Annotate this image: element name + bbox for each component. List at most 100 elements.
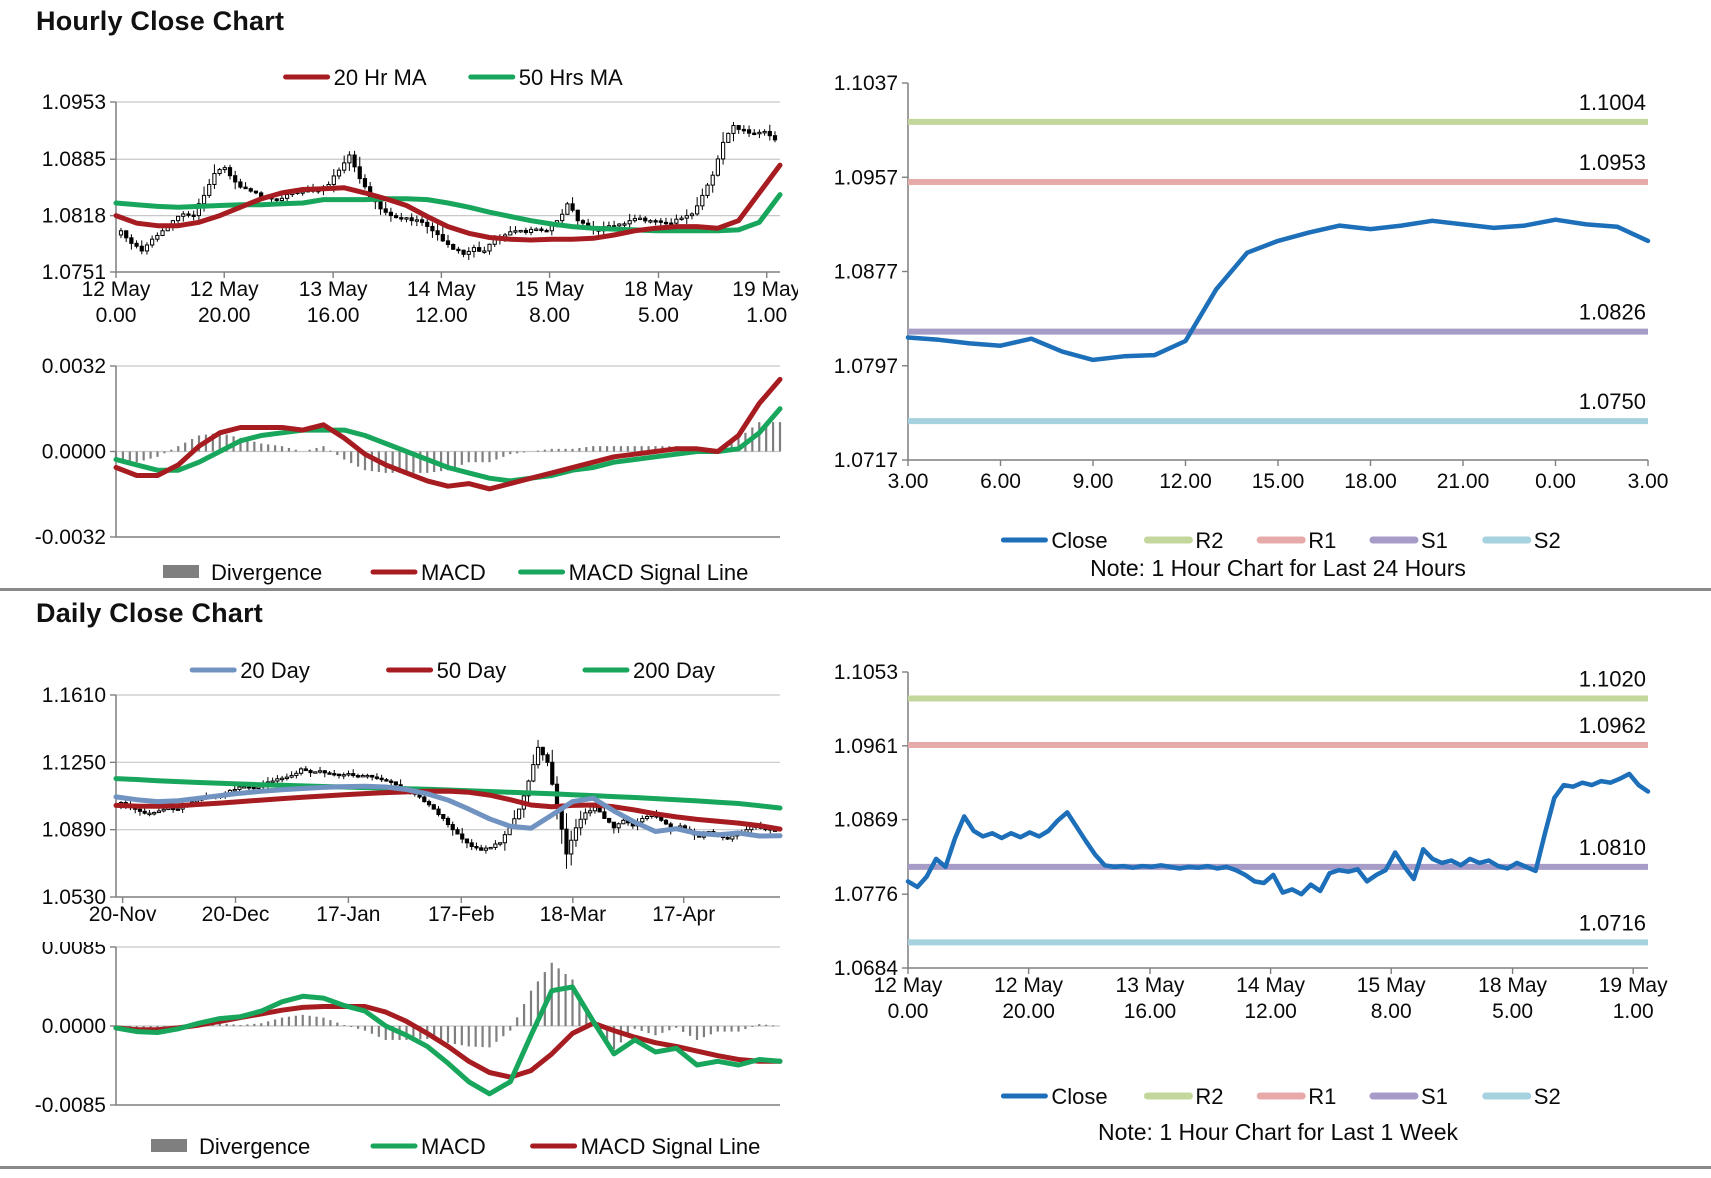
svg-text:S2: S2 [1534,1084,1561,1109]
daily-price-chart: 1.1610 1.1250 1.0890 1.0530 20-Nov 20-Dec 17-J… [28,640,798,947]
svg-text:Close: Close [1051,1084,1107,1109]
intraday-support-resistance-chart: 1.1037 1.0957 1.0877 1.0797 1.0717 3.00 6.00 9.… [828,48,1710,593]
section-divider [0,588,1711,591]
svg-text:5.00: 5.00 [638,304,679,327]
svg-text:17-Apr: 17-Apr [652,903,715,926]
svg-text:1.0877: 1.0877 [834,261,898,284]
svg-text:1.0869: 1.0869 [834,809,898,832]
svg-text:1.0826: 1.0826 [1579,300,1646,325]
svg-text:1.0717: 1.0717 [834,449,898,472]
svg-text:1.0776: 1.0776 [834,883,898,906]
svg-text:12 May: 12 May [82,278,151,301]
svg-text:6.00: 6.00 [980,470,1021,493]
svg-text:1.00: 1.00 [746,304,787,327]
daily-macd-chart: 0.0085 0.0000 -0.0085 Divergence MACD MACD Si… [28,936,798,1173]
svg-text:21.00: 21.00 [1437,470,1490,493]
svg-text:MACD: MACD [421,1134,486,1159]
svg-text:MACD: MACD [421,560,486,585]
svg-text:12.00: 12.00 [415,304,468,327]
svg-text:Divergence: Divergence [199,1134,310,1159]
svg-text:15 May: 15 May [515,278,584,301]
daily_macd-svg: 0.0085 0.0000 -0.0085 Divergence MACD MACD Si… [35,936,783,1159]
svg-text:12 May: 12 May [874,974,943,997]
svg-text:5.00: 5.00 [1492,1000,1533,1023]
svg-text:12.00: 12.00 [1159,470,1212,493]
svg-text:1.0962: 1.0962 [1579,713,1646,738]
svg-text:19 May: 19 May [732,278,798,301]
svg-text:17-Jan: 17-Jan [316,903,380,926]
svg-text:S1: S1 [1421,1084,1448,1109]
svg-text:0.00: 0.00 [1535,470,1576,493]
svg-text:1.00: 1.00 [1613,1000,1654,1023]
svg-text:1.1004: 1.1004 [1579,90,1646,115]
hourly_macd-svg: 0.0032 0.0000 -0.0032 Divergence MACD MACD Si… [35,355,783,585]
svg-text:MACD Signal Line: MACD Signal Line [581,1134,761,1159]
svg-text:20 Day: 20 Day [240,658,310,683]
svg-text:14 May: 14 May [407,278,476,301]
svg-text:3.00: 3.00 [1628,470,1669,493]
svg-text:14 May: 14 May [1236,974,1305,997]
svg-text:1.0953: 1.0953 [42,91,106,114]
svg-text:1.0716: 1.0716 [1579,910,1646,935]
bottom-divider [0,1166,1711,1169]
svg-text:R2: R2 [1195,528,1223,553]
svg-text:8.00: 8.00 [529,304,570,327]
svg-text:R1: R1 [1308,1084,1336,1109]
svg-text:R1: R1 [1308,528,1336,553]
svg-text:18-Mar: 18-Mar [540,903,607,926]
svg-text:Divergence: Divergence [211,560,322,585]
svg-text:20.00: 20.00 [1002,1000,1055,1023]
svg-text:12 May: 12 May [190,278,259,301]
svg-text:S1: S1 [1421,528,1448,553]
hourly-macd-chart: 0.0032 0.0000 -0.0032 Divergence MACD MACD Si… [28,352,798,595]
svg-text:0.00: 0.00 [96,304,137,327]
svg-text:1.0961: 1.0961 [834,735,898,758]
svg-text:-0.0032: -0.0032 [35,526,106,549]
svg-text:13 May: 13 May [1116,974,1185,997]
svg-text:50 Hrs MA: 50 Hrs MA [519,65,623,90]
svg-text:9.00: 9.00 [1073,470,1114,493]
svg-text:1.0797: 1.0797 [834,355,898,378]
svg-text:18 May: 18 May [1478,974,1547,997]
svg-text:1.1610: 1.1610 [42,684,106,707]
svg-text:13 May: 13 May [299,278,368,301]
svg-text:0.0085: 0.0085 [42,942,106,959]
hourly-price-chart: 1.0953 1.0885 1.0818 1.0751 12 May 0.00 12 May… [28,48,802,355]
svg-text:R2: R2 [1195,1084,1223,1109]
svg-text:1.0810: 1.0810 [1579,835,1646,860]
svg-text:Note: 1 Hour Chart for Last 24: Note: 1 Hour Chart for Last 24 Hours [1090,555,1466,581]
svg-text:20.00: 20.00 [198,304,251,327]
svg-text:12.00: 12.00 [1244,1000,1297,1023]
svg-text:1.1020: 1.1020 [1579,666,1646,691]
svg-text:20 Hr MA: 20 Hr MA [334,65,427,90]
svg-text:1.0684: 1.0684 [834,957,899,980]
svg-text:1.1250: 1.1250 [42,751,106,774]
svg-text:15 May: 15 May [1357,974,1426,997]
svg-text:19 May: 19 May [1599,974,1668,997]
svg-text:16.00: 16.00 [1124,1000,1177,1023]
svg-text:0.00: 0.00 [888,1000,929,1023]
svg-text:Note: 1 Hour Chart for Last 1: Note: 1 Hour Chart for Last 1 Week [1098,1119,1459,1145]
svg-text:1.0818: 1.0818 [42,205,106,228]
svg-text:12 May: 12 May [994,974,1063,997]
hourly-section-title: Hourly Close Chart [36,6,285,36]
svg-text:-0.0085: -0.0085 [35,1094,106,1117]
svg-text:Close: Close [1051,528,1107,553]
svg-text:18.00: 18.00 [1344,470,1397,493]
svg-text:1.0953: 1.0953 [1579,150,1646,175]
svg-text:18 May: 18 May [624,278,693,301]
svg-text:1.0885: 1.0885 [42,148,106,171]
svg-text:0.0000: 0.0000 [42,441,106,464]
svg-text:1.0957: 1.0957 [834,166,898,189]
svg-text:0.0032: 0.0032 [42,355,106,378]
svg-text:MACD Signal Line: MACD Signal Line [569,560,749,585]
svg-text:1.1053: 1.1053 [834,661,898,684]
svg-text:1.0751: 1.0751 [42,261,106,284]
svg-text:8.00: 8.00 [1371,1000,1412,1023]
daily-section-title: Daily Close Chart [36,598,263,628]
svg-text:17-Feb: 17-Feb [428,903,495,926]
svg-text:1.0750: 1.0750 [1579,389,1646,414]
